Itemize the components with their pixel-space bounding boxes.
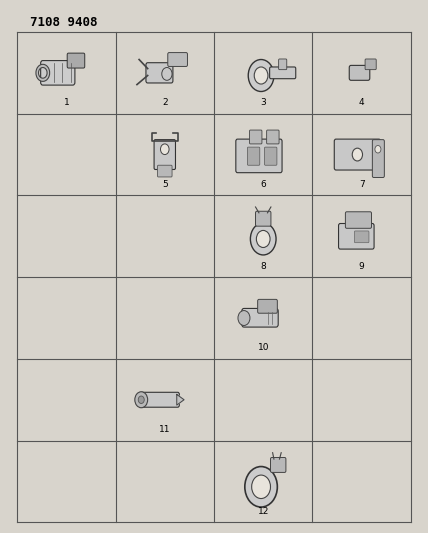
Text: 2: 2 [162,98,168,107]
FancyBboxPatch shape [265,147,277,165]
FancyBboxPatch shape [250,130,262,144]
FancyBboxPatch shape [154,140,175,169]
Text: 3: 3 [260,98,266,107]
FancyBboxPatch shape [270,67,296,79]
FancyBboxPatch shape [349,66,370,80]
Text: 10: 10 [258,343,269,352]
FancyBboxPatch shape [334,139,380,170]
Text: 12: 12 [258,507,269,516]
FancyBboxPatch shape [267,130,279,144]
Circle shape [160,144,169,155]
Circle shape [252,475,270,498]
FancyBboxPatch shape [339,223,374,249]
Text: 8: 8 [260,262,266,271]
FancyBboxPatch shape [158,165,172,177]
Circle shape [245,466,277,507]
Circle shape [256,230,270,247]
Circle shape [238,311,250,326]
Text: 4: 4 [359,98,365,107]
FancyBboxPatch shape [247,147,260,165]
FancyBboxPatch shape [372,140,384,177]
FancyBboxPatch shape [236,139,282,173]
FancyBboxPatch shape [242,309,278,327]
Polygon shape [177,394,184,405]
Text: 6: 6 [260,180,266,189]
Circle shape [254,67,268,84]
FancyBboxPatch shape [258,300,277,313]
Text: 9: 9 [359,262,365,271]
FancyBboxPatch shape [354,231,369,243]
Text: 7: 7 [359,180,365,189]
FancyBboxPatch shape [270,457,286,472]
Circle shape [352,148,363,161]
FancyBboxPatch shape [279,59,287,70]
FancyBboxPatch shape [41,61,75,85]
Text: 7108 9408: 7108 9408 [30,16,98,29]
FancyBboxPatch shape [345,212,372,228]
Text: 5: 5 [162,180,168,189]
Text: 1: 1 [63,98,69,107]
FancyBboxPatch shape [140,392,179,407]
FancyBboxPatch shape [365,59,376,70]
Circle shape [248,60,274,92]
Circle shape [250,223,276,255]
FancyBboxPatch shape [67,53,85,68]
Circle shape [138,396,144,403]
FancyBboxPatch shape [256,211,271,226]
Circle shape [375,146,381,153]
Circle shape [135,392,148,408]
FancyBboxPatch shape [168,53,187,67]
FancyBboxPatch shape [146,63,173,83]
Text: 11: 11 [159,425,170,434]
